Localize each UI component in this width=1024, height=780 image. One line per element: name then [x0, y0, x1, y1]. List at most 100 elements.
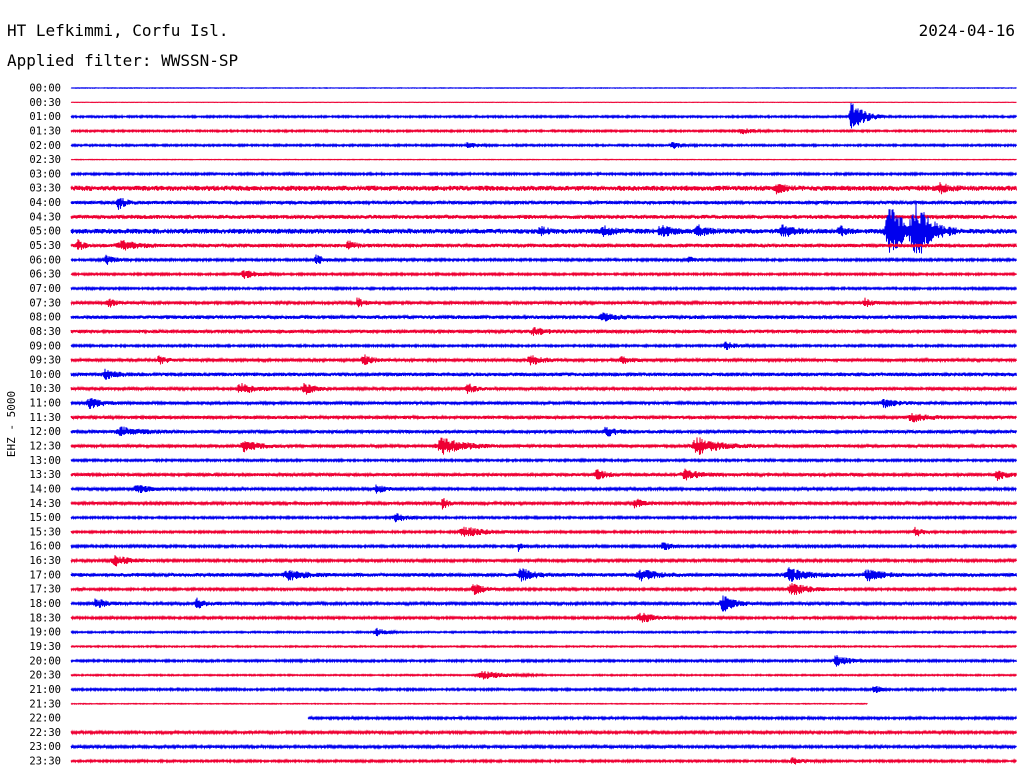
row-time-label: 10:30	[29, 383, 61, 395]
row-time-label: 05:00	[29, 226, 61, 238]
trace-row-0530	[70, 239, 1017, 251]
trace-row-2300	[70, 743, 1017, 750]
row-time-label: 11:00	[29, 398, 61, 410]
trace-row-0300	[70, 170, 1017, 177]
row-time-label: 03:30	[29, 183, 61, 195]
row-time-label: 20:00	[29, 655, 61, 667]
filter-label: Applied filter: WWSSN-SP	[7, 51, 238, 70]
trace-row-2130	[70, 702, 868, 706]
trace-row-1400	[70, 484, 1017, 494]
row-time-label: 17:00	[29, 569, 61, 581]
trace-row-1000	[70, 368, 1017, 380]
row-time-label: 08:30	[29, 326, 61, 338]
row-time-label: 15:00	[29, 512, 61, 524]
trace-row-1930	[70, 644, 1017, 649]
trace-row-2000	[70, 655, 1017, 667]
row-time-label: 18:00	[29, 598, 61, 610]
trace-row-0630	[70, 270, 1017, 279]
row-time-label: 02:30	[29, 154, 61, 166]
row-time-label: 11:30	[29, 412, 61, 424]
trace-row-2230	[70, 729, 1017, 736]
row-time-label: 23:30	[29, 756, 61, 768]
trace-row-1900	[70, 627, 1017, 637]
trace-row-0100	[70, 102, 1017, 129]
row-time-label: 12:00	[29, 426, 61, 438]
trace-row-0200	[70, 142, 1017, 149]
trace-row-1330	[70, 468, 1017, 481]
station-title: HT Lefkimmi, Corfu Isl.	[7, 21, 229, 40]
trace-row-1800	[70, 595, 1017, 612]
row-time-label: 13:00	[29, 455, 61, 467]
row-time-label: 22:30	[29, 727, 61, 739]
trace-row-2200	[307, 715, 1017, 722]
row-time-label: 03:00	[29, 168, 61, 180]
row-time-label: 04:30	[29, 211, 61, 223]
row-time-labels: 00:00 00:30 01:00 01:30 02:00 02:30 03:00 03:30…	[29, 83, 61, 768]
row-time-label: 12:30	[29, 441, 61, 453]
trace-row-1500	[70, 513, 1017, 523]
trace-row-1700	[70, 567, 1017, 582]
row-time-label: 21:30	[29, 698, 61, 710]
trace-row-0000	[70, 86, 1017, 90]
trace-row-0900	[70, 341, 1017, 351]
trace-row-1830	[70, 612, 1017, 623]
row-time-label: 05:30	[29, 240, 61, 252]
trace-row-0230	[70, 158, 1017, 161]
row-time-label: 01:00	[29, 111, 61, 123]
trace-row-2330	[70, 757, 1017, 765]
trace-row-0730	[70, 297, 1017, 308]
trace-row-1630	[70, 555, 1017, 567]
record-date: 2024-04-16	[919, 21, 1015, 40]
row-time-label: 21:00	[29, 684, 61, 696]
trace-row-1430	[70, 497, 1017, 510]
trace-row-2100	[70, 685, 1017, 694]
trace-row-1100	[70, 398, 1017, 409]
row-time-label: 09:00	[29, 340, 61, 352]
row-time-label: 14:00	[29, 483, 61, 495]
trace-row-0130	[70, 128, 1017, 135]
row-time-label: 04:00	[29, 197, 61, 209]
channel-axis-label: EHZ - 5000	[5, 391, 18, 457]
trace-row-0930	[70, 354, 1017, 366]
row-time-label: 00:00	[29, 83, 61, 95]
row-time-label: 16:30	[29, 555, 61, 567]
trace-row-0600	[70, 254, 1017, 265]
trace-row-1300	[70, 457, 1017, 464]
row-time-label: 15:30	[29, 526, 61, 538]
row-time-label: 08:00	[29, 312, 61, 324]
row-time-label: 00:30	[29, 97, 61, 109]
row-time-label: 18:30	[29, 612, 61, 624]
trace-row-0430	[70, 213, 1017, 220]
row-time-label: 19:30	[29, 641, 61, 653]
trace-row-1030	[70, 382, 1017, 395]
row-time-label: 13:30	[29, 469, 61, 481]
trace-row-0700	[70, 285, 1017, 292]
row-time-label: 06:30	[29, 269, 61, 281]
trace-row-1530	[70, 526, 1017, 537]
trace-row-1730	[70, 582, 1017, 595]
row-time-label: 09:30	[29, 355, 61, 367]
trace-row-0830	[70, 327, 1017, 336]
row-time-label: 07:30	[29, 297, 61, 309]
row-time-label: 06:00	[29, 254, 61, 266]
row-time-label: 14:30	[29, 498, 61, 510]
row-time-label: 22:00	[29, 713, 61, 725]
row-time-label: 23:00	[29, 741, 61, 753]
trace-row-1200	[70, 426, 1017, 437]
row-time-label: 20:30	[29, 670, 61, 682]
row-time-label: 10:00	[29, 369, 61, 381]
trace-row-1230	[70, 437, 1017, 455]
trace-row-0500	[70, 203, 1017, 254]
row-time-label: 16:00	[29, 541, 61, 553]
trace-row-1130	[70, 412, 1017, 423]
trace-row-0330	[70, 182, 1017, 195]
row-time-label: 02:00	[29, 140, 61, 152]
trace-row-2030	[70, 671, 1017, 680]
row-time-label: 19:00	[29, 627, 61, 639]
row-time-label: 01:30	[29, 125, 61, 137]
trace-row-0800	[70, 312, 1017, 322]
row-time-label: 07:00	[29, 283, 61, 295]
trace-row-0400	[70, 198, 1017, 210]
seismogram-traces	[70, 86, 1017, 765]
